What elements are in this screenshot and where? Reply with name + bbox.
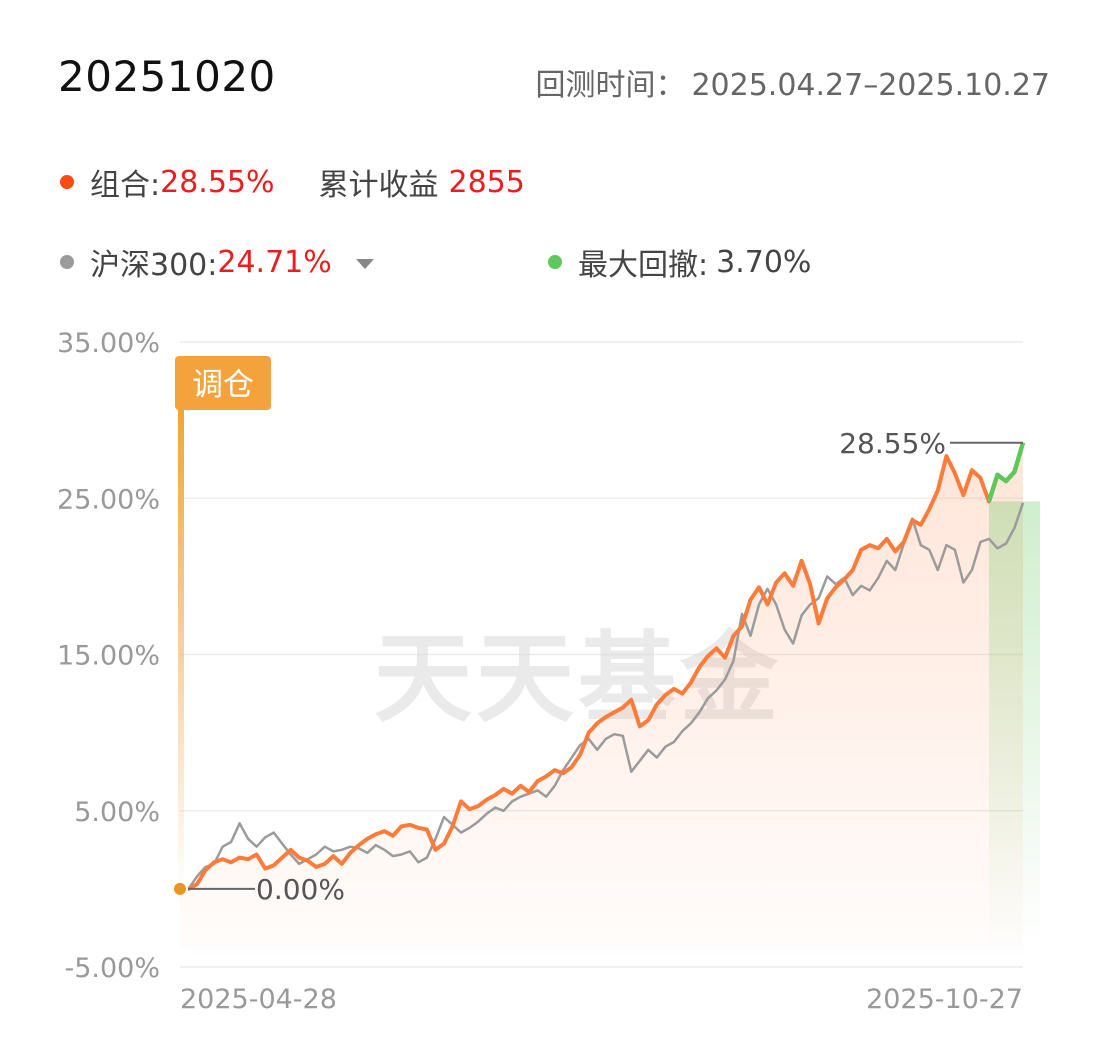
- portfolio-area: [180, 442, 1023, 947]
- backtest-period: 回测时间： 2025.04.27–2025.10.27: [535, 60, 1050, 104]
- rebalance-badge[interactable]: 调仓: [175, 356, 271, 890]
- drawdown-value: 3.70%: [716, 244, 812, 280]
- portfolio-dot-icon: [60, 175, 74, 189]
- portfolio-label: 组合:: [90, 168, 161, 203]
- backtest-period-value: 2025.04.27–2025.10.27: [691, 68, 1050, 103]
- drawdown-segment: [986, 442, 1026, 503]
- dropdown-caret-icon[interactable]: [355, 259, 374, 269]
- cumulative-value: 2855: [448, 164, 525, 200]
- max-drawdown-legend: 最大回撤: 3.70%: [548, 240, 811, 284]
- drawdown-label: 最大回撤:: [578, 248, 709, 283]
- y-tick-label: 35.00%: [57, 328, 160, 359]
- x-axis: 2025-04-28 2025-10-27: [180, 984, 1023, 1015]
- drawdown-dot-icon: [548, 255, 562, 269]
- y-tick-label: -5.00%: [64, 953, 160, 984]
- x-tick-label: 2025-04-28: [180, 984, 337, 1015]
- rebalance-badge-box[interactable]: [175, 356, 271, 410]
- y-tick-label: 15.00%: [57, 641, 160, 672]
- cumulative-label: 累计收益: [318, 168, 439, 203]
- y-tick-label: 25.00%: [57, 484, 160, 515]
- portfolio-line: [180, 442, 1025, 891]
- benchmark-line: [180, 502, 1025, 891]
- end-annotation: 28.55%: [839, 427, 946, 460]
- backtest-period-label: 回测时间：: [535, 68, 686, 103]
- plot-area: 0.00% 28.55%: [172, 427, 1041, 947]
- y-tick-label: 5.00%: [74, 797, 160, 828]
- benchmark-return: 24.71%: [217, 244, 332, 280]
- portfolio-legend: 组合: 28.55% 累计收益 2855: [60, 160, 525, 204]
- rebalance-badge-label: 调仓: [192, 367, 254, 403]
- y-axis: 35.00% 25.00% 15.00% 5.00% -5.00%: [57, 328, 160, 984]
- benchmark-label: 沪深300:: [90, 248, 218, 283]
- portfolio-return: 28.55%: [160, 164, 275, 200]
- rebalance-marker-line: [178, 408, 184, 890]
- benchmark-selector[interactable]: 沪深300: 24.71%: [60, 240, 374, 284]
- x-tick-label: 2025-10-27: [866, 984, 1023, 1015]
- start-annotation: 0.00%: [256, 873, 345, 906]
- page-title: 20251020: [58, 52, 276, 101]
- drawdown-band: [988, 501, 1041, 947]
- benchmark-dot-icon: [60, 255, 74, 269]
